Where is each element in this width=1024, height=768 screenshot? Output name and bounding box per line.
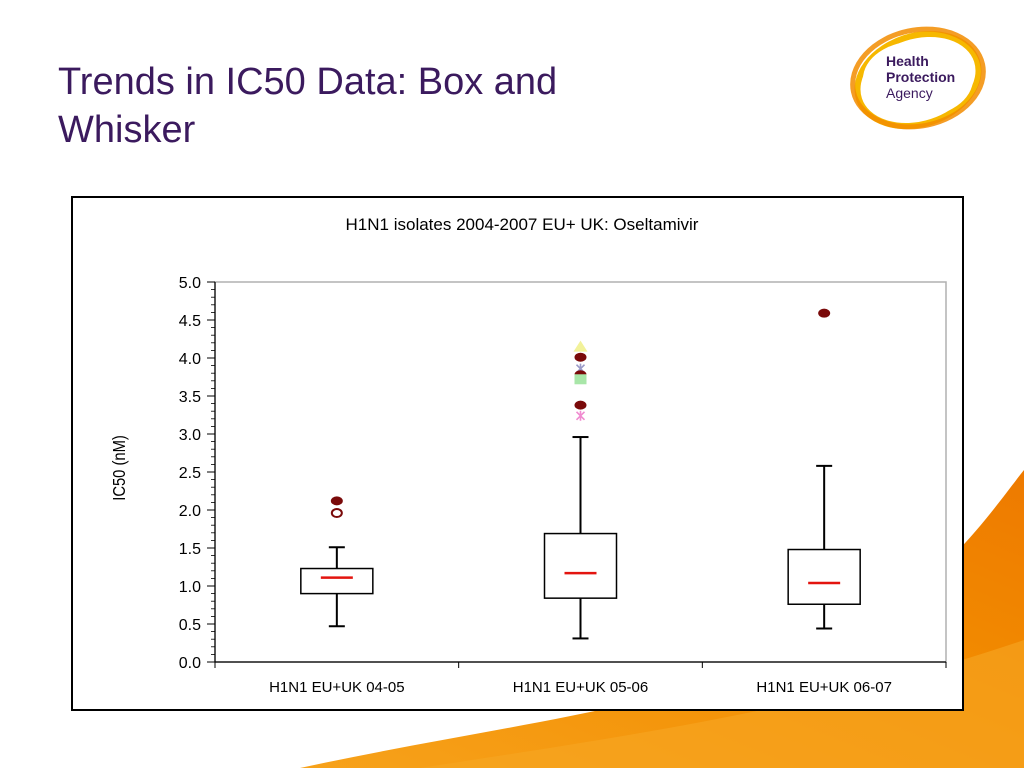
y-tick-label: 4.0 <box>179 351 201 368</box>
y-tick-label: 3.5 <box>179 389 201 406</box>
logo-text-line-3: Agency <box>886 85 933 101</box>
y-tick-label: 0.0 <box>179 655 201 672</box>
y-tick-label: 3.0 <box>179 427 201 444</box>
y-axis-label: IC50 (nM) <box>110 435 130 501</box>
logo-text-line-2: Protection <box>886 69 955 85</box>
boxplot-chart: H1N1 isolates 2004-2007 EU+ UK: Oseltami… <box>110 215 947 696</box>
outlier-point <box>573 340 588 352</box>
slide-title: Trends in IC50 Data: Box and Whisker <box>58 58 658 154</box>
outlier-point <box>574 374 587 385</box>
health-protection-agency-logo: Health Protection Agency <box>850 26 986 130</box>
y-tick-label: 1.5 <box>179 541 201 558</box>
outlier-point <box>330 508 343 519</box>
y-tick-label: 1.0 <box>179 579 201 596</box>
outlier-point <box>330 496 343 506</box>
box-iqr <box>787 548 861 605</box>
y-tick-label: 2.0 <box>179 503 201 520</box>
outlier-point <box>574 400 587 410</box>
x-tick-label: H1N1 EU+UK 05-06 <box>513 679 648 696</box>
x-tick-label: H1N1 EU+UK 04-05 <box>269 679 404 696</box>
outlier-point <box>575 410 586 421</box>
slide-title-line-1: Trends in IC50 Data: Box and <box>58 61 558 103</box>
slide-title-line-2: Whisker <box>58 109 196 151</box>
outlier-point <box>818 308 831 318</box>
y-tick-label: 0.5 <box>179 617 201 634</box>
y-tick-label: 5.0 <box>179 275 201 292</box>
x-tick-label: H1N1 EU+UK 06-07 <box>756 679 891 696</box>
chart-frame: H1N1 isolates 2004-2007 EU+ UK: Oseltami… <box>71 196 964 711</box>
box-iqr <box>543 532 618 599</box>
outlier-point <box>574 352 587 362</box>
logo-text-line-1: Health <box>886 53 929 69</box>
y-tick-label: 4.5 <box>179 313 201 330</box>
chart-title: H1N1 isolates 2004-2007 EU+ UK: Oseltami… <box>346 215 699 234</box>
y-tick-label: 2.5 <box>179 465 201 482</box>
box-iqr <box>300 567 374 595</box>
